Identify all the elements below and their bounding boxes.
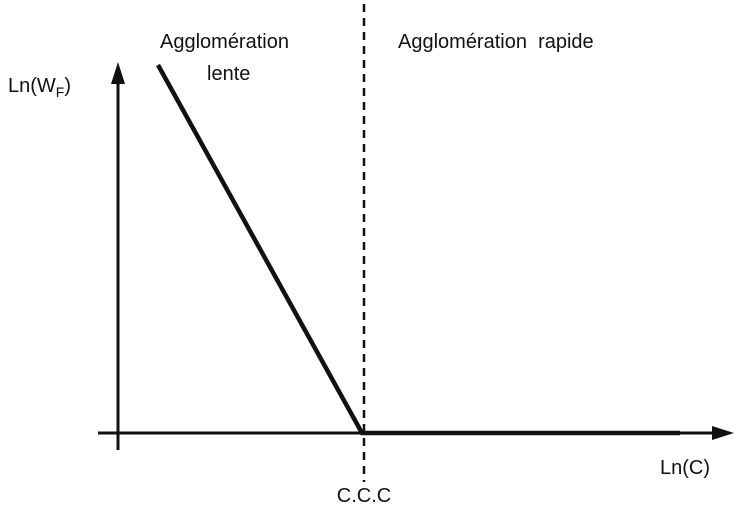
y-axis-label: Ln(WF) xyxy=(8,75,71,100)
y-axis-arrow xyxy=(111,62,125,84)
y-axis-label-sub: F xyxy=(56,84,65,100)
right-region-label: Agglomération rapide xyxy=(398,31,594,53)
left-region-label: Agglomération xyxy=(160,31,289,53)
y-axis-label-main: Ln(W xyxy=(8,75,56,97)
curve xyxy=(156,63,680,436)
threshold-label: C.C.C xyxy=(337,485,391,507)
y-axis-label-end: ) xyxy=(64,75,71,97)
left-region-label: lente xyxy=(207,63,250,85)
x-axis-arrow xyxy=(712,426,734,440)
x-axis-label: Ln(C) xyxy=(660,457,710,479)
